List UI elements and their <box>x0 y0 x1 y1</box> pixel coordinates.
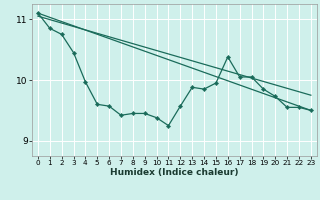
X-axis label: Humidex (Indice chaleur): Humidex (Indice chaleur) <box>110 168 239 177</box>
